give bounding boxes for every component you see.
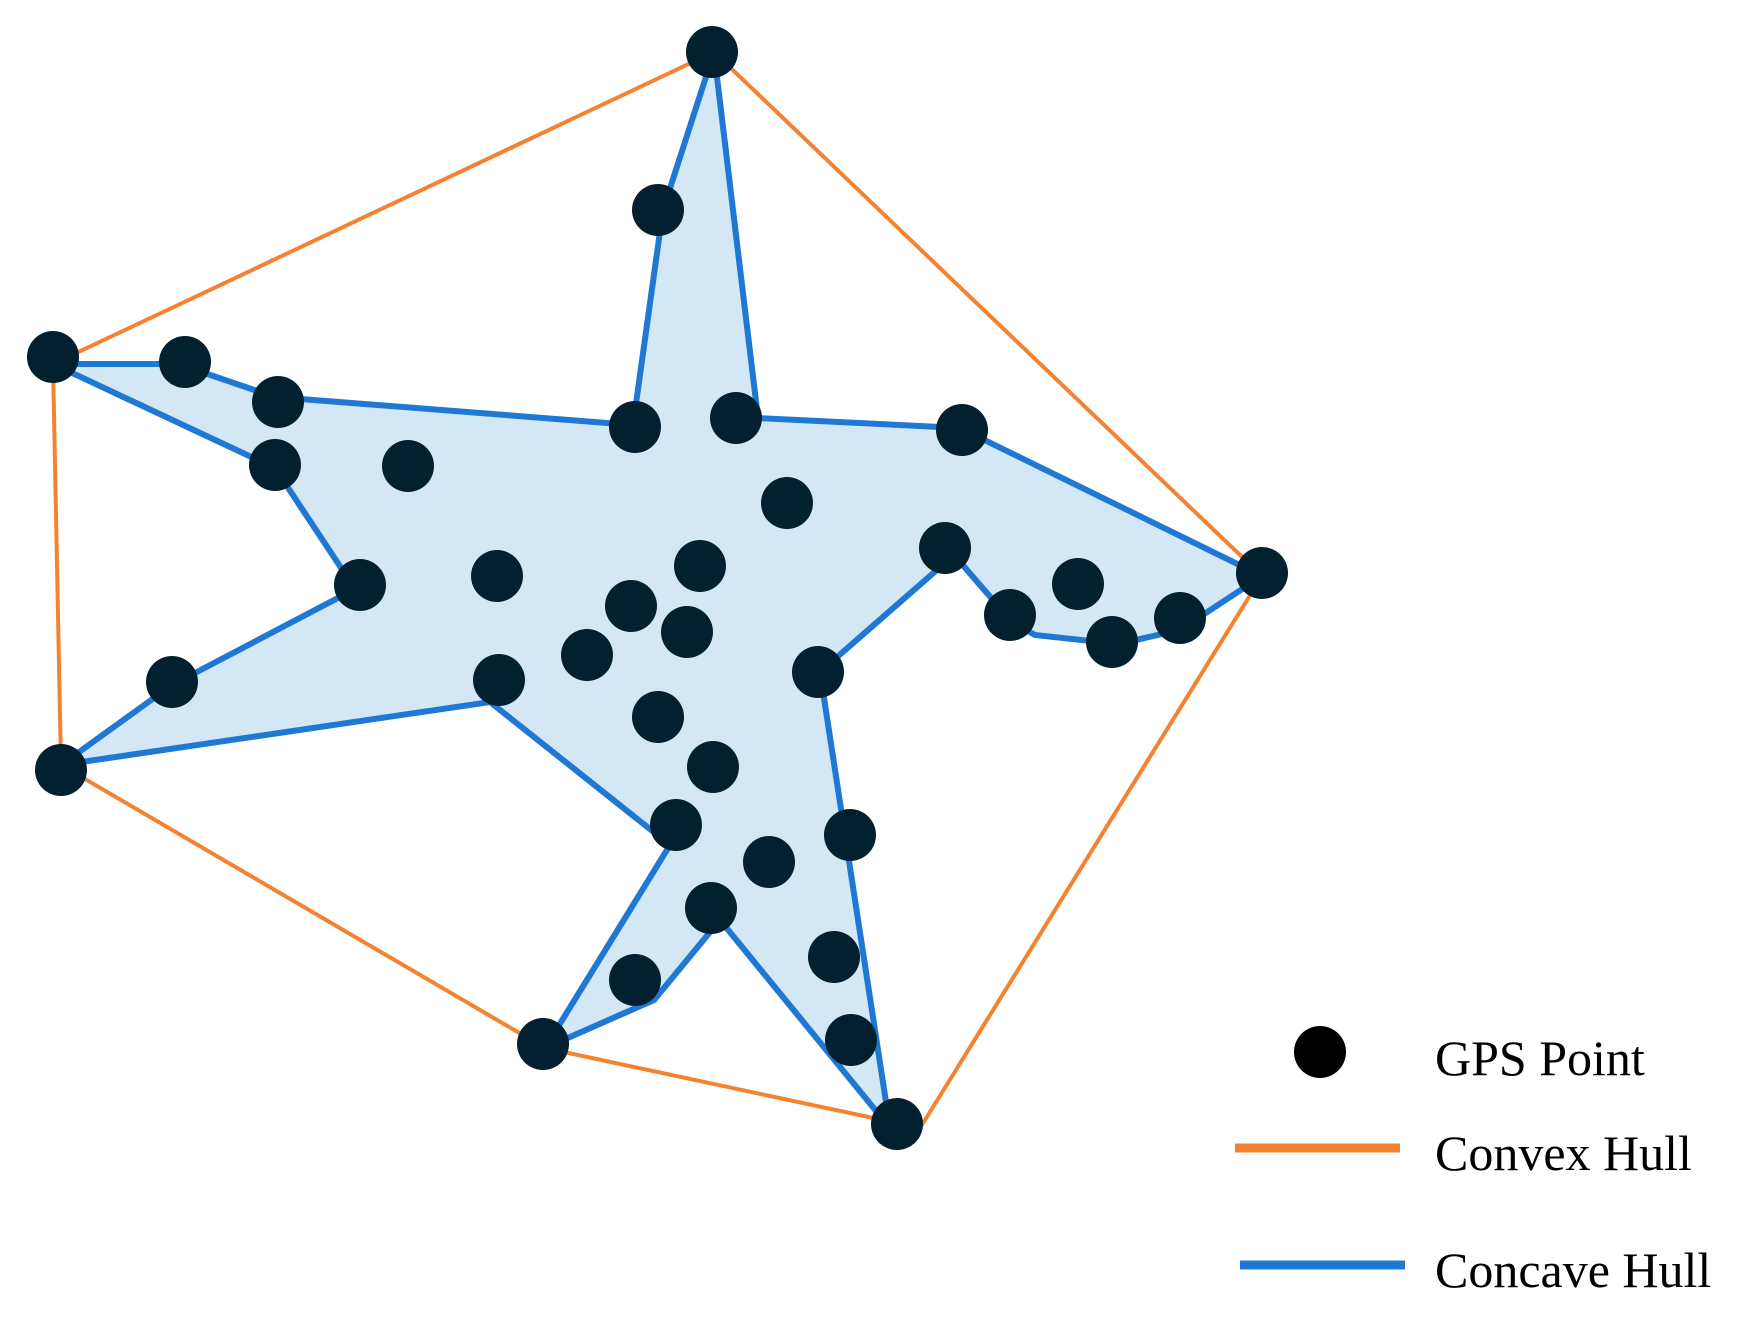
gps-point [1052,558,1104,610]
gps-point [808,931,860,983]
gps-point [35,744,87,796]
gps-point [792,646,844,698]
gps-point [159,336,211,388]
gps-points [27,26,1288,1150]
gps-point [1086,616,1138,668]
gps-point [609,401,661,453]
gps-point [919,522,971,574]
gps-point [1236,547,1288,599]
gps-point [984,589,1036,641]
gps-point [685,882,737,934]
gps-point [605,580,657,632]
gps-point [632,184,684,236]
gps-point [473,654,525,706]
gps-point [609,954,661,1006]
gps-point [871,1098,923,1150]
legend-gps-point-icon [1294,1026,1346,1078]
gps-point [687,741,739,793]
gps-point [471,550,523,602]
gps-point [674,540,726,592]
gps-point [743,836,795,888]
gps-point [146,656,198,708]
gps-point [686,26,738,78]
concave-hull-fill [53,52,1262,1128]
gps-point [761,477,813,529]
gps-point [252,376,304,428]
gps-point [936,404,988,456]
gps-point [561,629,613,681]
gps-point [824,809,876,861]
legend-concave-hull-label: Concave Hull [1435,1242,1711,1298]
gps-point [334,559,386,611]
gps-point [710,392,762,444]
legend: GPS Point Convex Hull Concave Hull [1235,1026,1711,1298]
gps-point [825,1014,877,1066]
gps-point [650,799,702,851]
legend-convex-hull-label: Convex Hull [1435,1125,1692,1181]
gps-point [517,1018,569,1070]
gps-point [249,439,301,491]
gps-point [382,440,434,492]
gps-point [661,606,713,658]
legend-gps-point-label: GPS Point [1435,1030,1645,1086]
gps-point [27,331,79,383]
gps-point [632,691,684,743]
gps-point [1154,592,1206,644]
